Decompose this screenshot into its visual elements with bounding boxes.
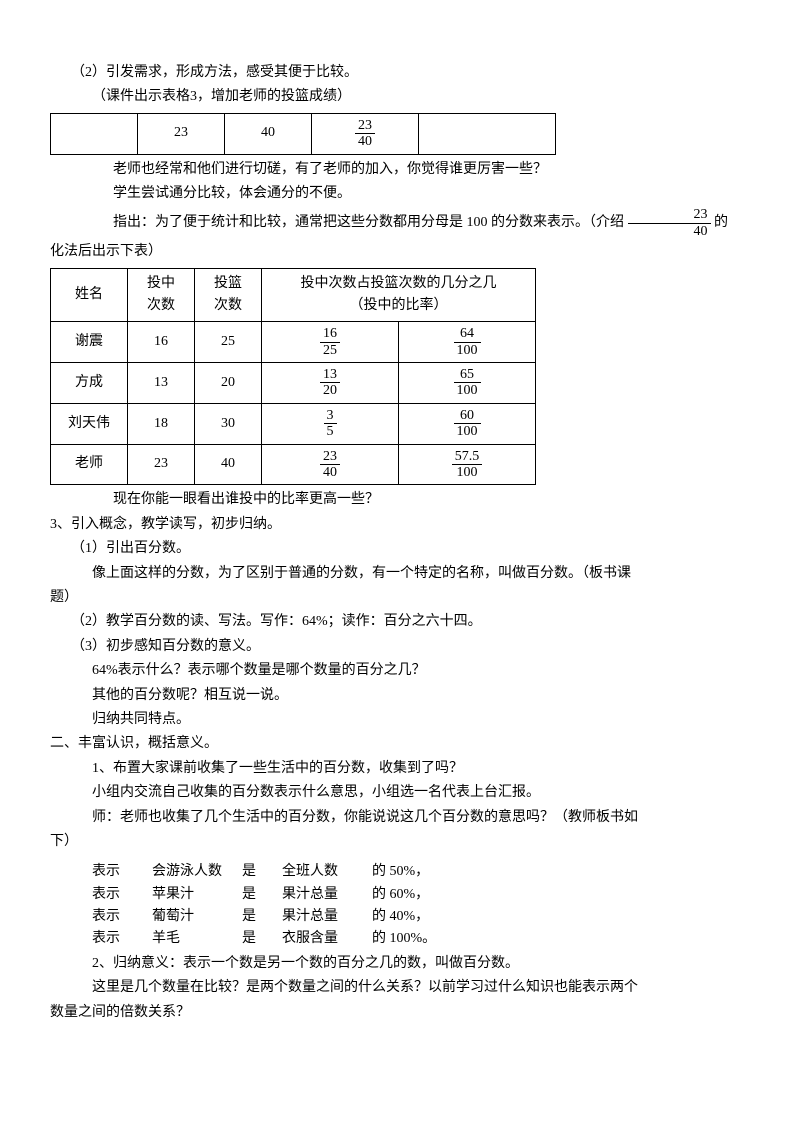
pl-a: 表示 [50, 906, 152, 928]
pl-b: 会游泳人数 [152, 861, 242, 883]
after-t1-1: 老师也经常和他们进行切磋，有了老师的加入，你觉得谁更厉害一些？ [50, 159, 750, 181]
body-11: 1、布置大家课前收集了一些生活中的百分数，收集到了吗？ [50, 758, 750, 780]
percentage-line: 表示会游泳人数是全班人数的 50%， [50, 861, 750, 883]
body-6: （3）初步感知百分数的意义。 [50, 636, 750, 658]
t2-h2: 投中次数 [128, 268, 195, 322]
percentage-line: 表示苹果汁是果汁总量的 60%， [50, 884, 750, 906]
cell-b: 20 [195, 363, 262, 404]
pl-c: 是 [242, 861, 282, 883]
body-1: 现在你能一眼看出谁投中的比率更高一些？ [50, 489, 750, 511]
body-4: 像上面这样的分数，为了区别于普通的分数，有一个特定的名称，叫做百分数。（板书课 [50, 563, 750, 585]
t1-c2: 23 [138, 113, 225, 154]
pl-a: 表示 [50, 928, 152, 950]
body-4b: 题） [50, 587, 750, 609]
percentage-line: 表示葡萄汁是果汁总量的 40%， [50, 906, 750, 928]
cell-f1: 35 [262, 403, 399, 444]
tail-1: 2、归纳意义：表示一个数是另一个数的百分之几的数，叫做百分数。 [50, 953, 750, 975]
body-7: 64%表示什么？表示哪个数量是哪个数量的百分之几？ [50, 660, 750, 682]
t2-h3: 投篮次数 [195, 268, 262, 322]
cell-f2: 64100 [399, 322, 536, 363]
t2-h4: 投中次数占投篮次数的几分之几（投中的比率） [262, 268, 536, 322]
pl-d: 衣服含量 [282, 928, 372, 950]
tail-2: 这里是几个数量在比较？是两个数量之间的什么关系？以前学习过什么知识也能表示两个 [50, 977, 750, 999]
pl-b: 苹果汁 [152, 884, 242, 906]
cell-b: 25 [195, 322, 262, 363]
frac-23-40: 2340 [628, 207, 711, 239]
cell-f2: 57.5100 [399, 444, 536, 485]
body-9: 归纳共同特点。 [50, 709, 750, 731]
body-2: 3、引入概念，教学读写，初步归纳。 [50, 514, 750, 536]
cell-a: 16 [128, 322, 195, 363]
after-t1-3: 指出：为了便于统计和比较，通常把这些分数都用分母是 100 的分数来表示。（介绍… [50, 207, 750, 239]
intro-line-1: （2）引发需求，形成方法，感受其便于比较。 [50, 62, 750, 84]
table-row: 老师2340234057.5100 [51, 444, 536, 485]
cell-name: 刘天伟 [51, 403, 128, 444]
body-8: 其他的百分数呢？相互说一说。 [50, 685, 750, 707]
cell-a: 23 [128, 444, 195, 485]
table-row: 刘天伟18303560100 [51, 403, 536, 444]
table-1: 23 40 2340 [50, 113, 556, 155]
after-t1-3b: 的 [714, 215, 728, 230]
body-10: 二、丰富认识，概括意义。 [50, 733, 750, 755]
t2-h1: 姓名 [51, 268, 128, 322]
after-t1-4: 化法后出示下表） [50, 241, 750, 263]
percentage-lines: 表示会游泳人数是全班人数的 50%，表示苹果汁是果汁总量的 60%，表示葡萄汁是… [50, 861, 750, 951]
percentage-line: 表示羊毛是衣服含量的 100%。 [50, 928, 750, 950]
cell-b: 40 [195, 444, 262, 485]
after-t1-3a: 指出：为了便于统计和比较，通常把这些分数都用分母是 100 的分数来表示。（介绍 [113, 215, 624, 230]
intro-line-2: （课件出示表格3，增加老师的投篮成绩） [50, 86, 750, 108]
pl-d: 果汁总量 [282, 884, 372, 906]
cell-f2: 60100 [399, 403, 536, 444]
pl-c: 是 [242, 928, 282, 950]
pl-e: 的 50%， [372, 861, 492, 883]
tail-3: 数量之间的倍数关系？ [50, 1002, 750, 1024]
cell-name: 老师 [51, 444, 128, 485]
body-13: 师：老师也收集了几个生活中的百分数，你能说说这几个百分数的意思吗？（教师板书如 [50, 807, 750, 829]
cell-name: 方成 [51, 363, 128, 404]
pl-b: 葡萄汁 [152, 906, 242, 928]
cell-f1: 2340 [262, 444, 399, 485]
body-5: （2）教学百分数的读、写法。写作：64%；读作：百分之六十四。 [50, 611, 750, 633]
pl-c: 是 [242, 884, 282, 906]
table-2: 姓名 投中次数 投篮次数 投中次数占投篮次数的几分之几（投中的比率） 谢震162… [50, 268, 536, 486]
t1-c5 [419, 113, 556, 154]
body-3: （1）引出百分数。 [50, 538, 750, 560]
pl-d: 果汁总量 [282, 906, 372, 928]
pl-b: 羊毛 [152, 928, 242, 950]
pl-a: 表示 [50, 884, 152, 906]
pl-d: 全班人数 [282, 861, 372, 883]
cell-f1: 1625 [262, 322, 399, 363]
pl-c: 是 [242, 906, 282, 928]
pl-e: 的 40%， [372, 906, 492, 928]
after-t1-2: 学生尝试通分比较，体会通分的不便。 [50, 183, 750, 205]
body-13b: 下） [50, 831, 750, 853]
t1-c3: 40 [225, 113, 312, 154]
table-row: 方成1320132065100 [51, 363, 536, 404]
cell-a: 18 [128, 403, 195, 444]
cell-b: 30 [195, 403, 262, 444]
t1-c4: 2340 [312, 113, 419, 154]
cell-a: 13 [128, 363, 195, 404]
cell-f2: 65100 [399, 363, 536, 404]
cell-f1: 1320 [262, 363, 399, 404]
cell-name: 谢震 [51, 322, 128, 363]
body-12: 小组内交流自己收集的百分数表示什么意思，小组选一名代表上台汇报。 [50, 782, 750, 804]
pl-e: 的 60%， [372, 884, 492, 906]
pl-a: 表示 [50, 861, 152, 883]
table-row: 谢震1625162564100 [51, 322, 536, 363]
t1-c1 [51, 113, 138, 154]
pl-e: 的 100%。 [372, 928, 492, 950]
